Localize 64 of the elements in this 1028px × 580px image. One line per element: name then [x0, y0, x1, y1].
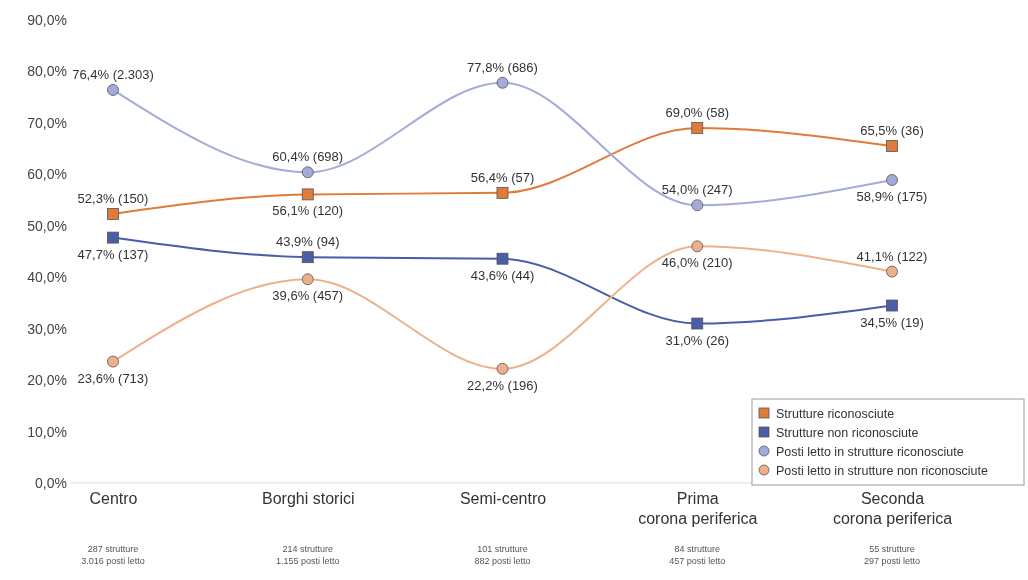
point [691, 199, 704, 212]
point [301, 251, 314, 264]
data-label: 58,9% (175) [856, 188, 928, 204]
point [691, 240, 704, 253]
data-label: 65,5% (36) [860, 123, 924, 139]
y-tick-label: 50,0% [27, 217, 67, 234]
text: 214 strutture 1.155 posti letto [275, 544, 340, 566]
point [301, 188, 314, 201]
data-label: 23,6% (713) [77, 370, 149, 386]
x-tick-label: Borghi storici [262, 489, 355, 507]
point [107, 208, 119, 220]
data-label: 52,3% (150) [77, 190, 149, 206]
data-label: 41,1% (122) [856, 248, 928, 264]
data-label: 43,9% (94) [275, 234, 340, 250]
point [496, 186, 509, 199]
text: 55 strutture 297 posti letto [863, 544, 921, 566]
data-label: 47,7% (137) [77, 246, 149, 262]
text: 287 strutture 3.016 posti letto [81, 544, 145, 566]
point [691, 122, 704, 134]
data-label: 54,0% (247) [661, 182, 733, 198]
point [886, 174, 898, 186]
point [886, 299, 898, 312]
x-tick-label: Centro [89, 489, 138, 507]
y-tick-label: 20,0% [27, 372, 67, 389]
legend-label: Strutture non riconosciute [776, 426, 919, 440]
x-tick-label: Semi-centro [459, 489, 547, 507]
data-label: 46,0% (210) [661, 255, 733, 271]
point [301, 273, 314, 286]
point [691, 317, 704, 330]
data-label: 76,4% (2.303) [72, 66, 154, 82]
point [886, 265, 898, 278]
data-label: 22,2% (196) [467, 377, 538, 393]
y-tick-label: 70,0% [27, 114, 67, 131]
data-label: 69,0% (58) [665, 105, 730, 121]
y-tick-label: 0,0% [35, 474, 67, 491]
legend-label: Posti letto in strutture riconosciute [776, 445, 964, 459]
y-tick-label: 60,0% [27, 166, 67, 183]
data-label: 56,1% (120) [272, 203, 344, 219]
data-label: 60,4% (698) [272, 149, 344, 165]
y-tick-label: 90,0% [27, 11, 67, 28]
point [107, 355, 119, 368]
legend-label: Posti letto in strutture non riconosciute [776, 464, 988, 478]
data-label: 34,5% (19) [860, 314, 924, 330]
legend-label: Strutture riconosciute [776, 407, 895, 421]
y-tick-label: 10,0% [27, 423, 67, 440]
point [301, 166, 314, 179]
point [886, 140, 898, 152]
data-label: 43,6% (44) [470, 267, 535, 283]
x-tick-label: Prima corona periferica [638, 489, 758, 527]
point [496, 76, 509, 89]
y-tick-label: 40,0% [27, 269, 67, 286]
text: 84 strutture 457 posti letto [669, 544, 726, 566]
data-label: 31,0% (26) [665, 332, 730, 348]
data-label: 39,6% (457) [272, 288, 344, 304]
x-tick-label: Seconda corona periferica [832, 489, 953, 527]
point [496, 252, 509, 265]
point [107, 231, 119, 244]
point [496, 362, 509, 375]
data-label: 56,4% (57) [470, 169, 535, 185]
data-label: 77,8% (686) [467, 59, 538, 75]
point [107, 84, 119, 96]
y-tick-label: 30,0% [27, 320, 67, 337]
y-tick-label: 80,0% [27, 63, 67, 80]
text: 101 strutture 882 posti letto [474, 544, 531, 566]
